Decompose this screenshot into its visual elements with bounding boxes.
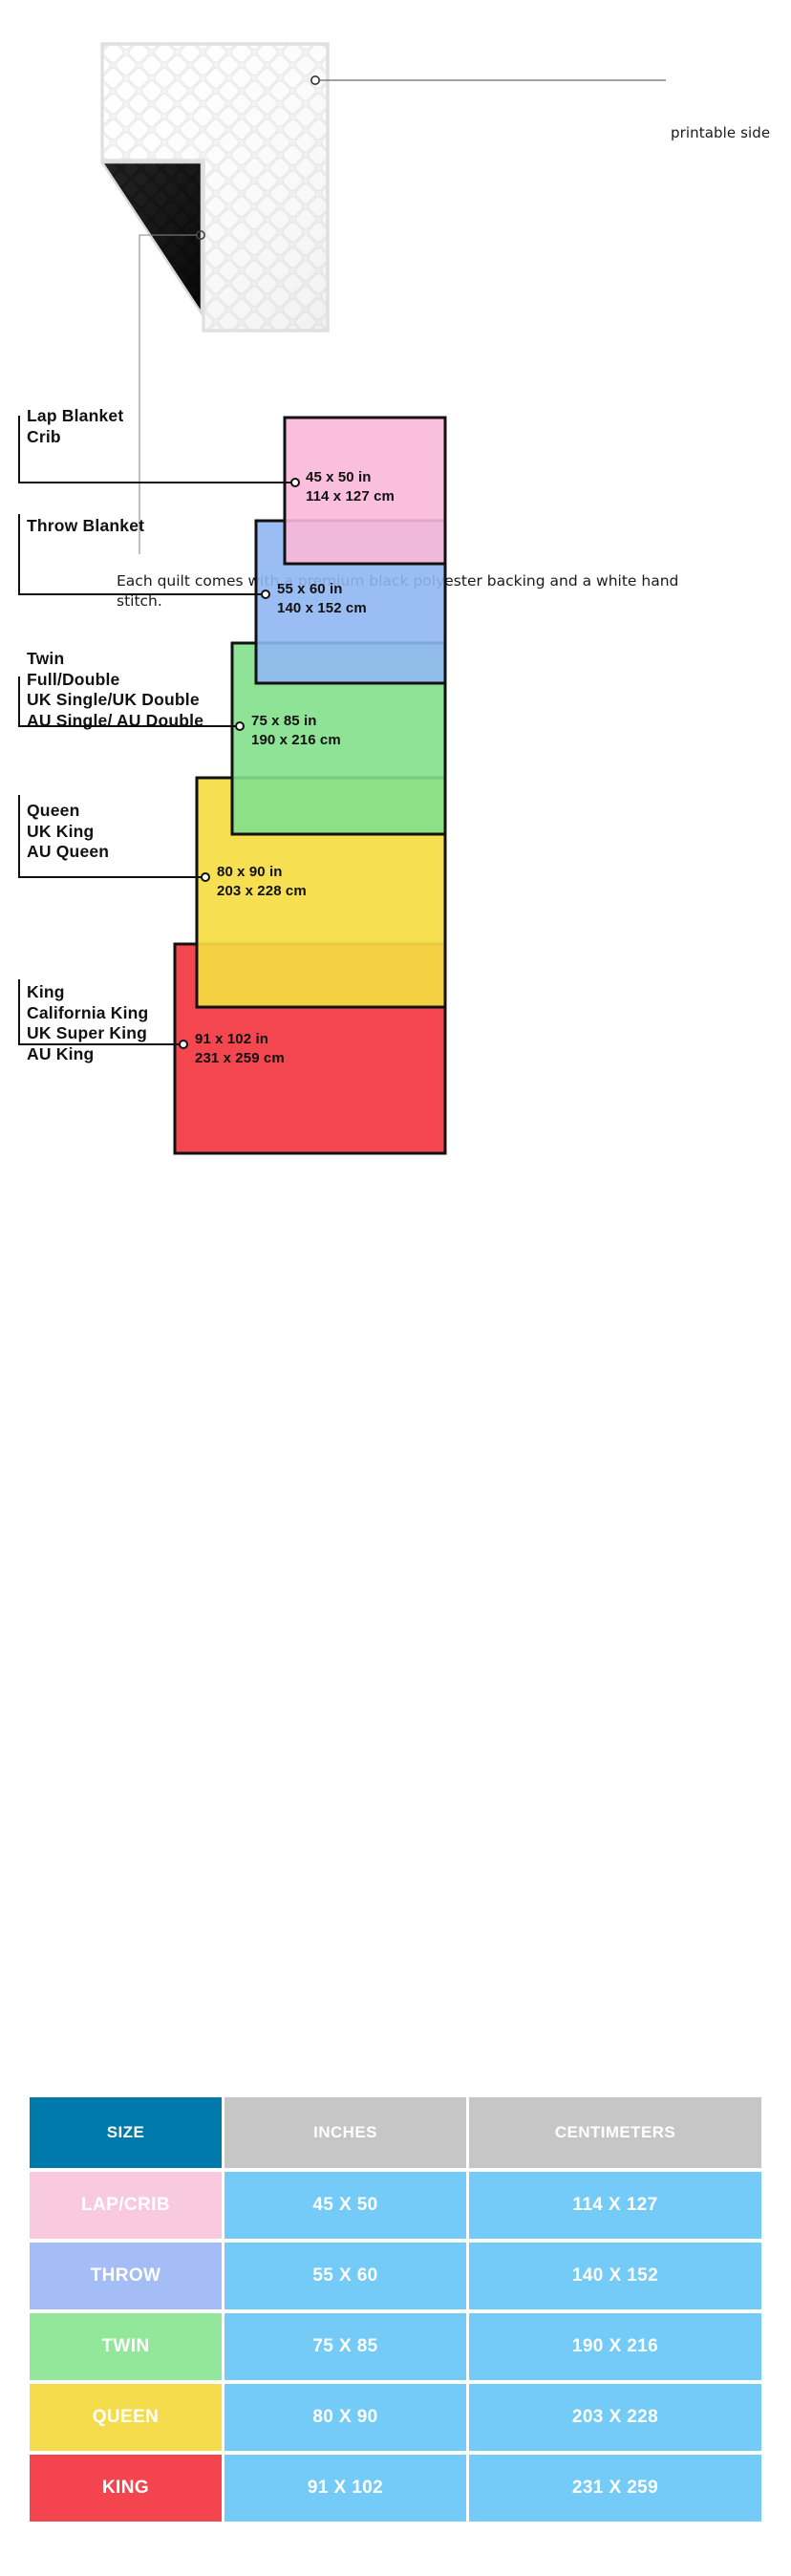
row-cm-queen: 203 X 228 xyxy=(469,2384,761,2451)
table-row: LAP/CRIB 45 X 50 114 X 127 xyxy=(30,2172,761,2239)
row-inches-lap-crib: 45 X 50 xyxy=(224,2172,466,2239)
table-header-size: SIZE xyxy=(30,2097,222,2168)
row-size-lap-crib: LAP/CRIB xyxy=(30,2172,222,2239)
row-inches-throw: 55 X 60 xyxy=(224,2243,466,2309)
row-size-throw: THROW xyxy=(30,2243,222,2309)
size-rect-lap-crib xyxy=(283,416,447,566)
size-comparison-diagram: Lap Blanket Crib Throw Blanket Twin Full… xyxy=(0,401,791,1156)
size-label-twin: Twin Full/Double UK Single/UK Double AU … xyxy=(27,649,204,730)
size-dims-queen: 80 x 90 in 203 x 228 cm xyxy=(217,864,307,899)
row-inches-twin: 75 X 85 xyxy=(224,2313,466,2380)
table-row: QUEEN 80 X 90 203 X 228 xyxy=(30,2384,761,2451)
size-dims-twin: 75 x 85 in 190 x 216 cm xyxy=(251,713,341,748)
row-cm-throw: 140 X 152 xyxy=(469,2243,761,2309)
row-cm-king: 231 X 259 xyxy=(469,2455,761,2522)
table-row: THROW 55 X 60 140 X 152 xyxy=(30,2243,761,2309)
row-inches-king: 91 X 102 xyxy=(224,2455,466,2522)
size-anchor-dots xyxy=(179,478,300,1049)
size-label-throw: Throw Blanket xyxy=(27,516,145,535)
row-cm-twin: 190 X 216 xyxy=(469,2313,761,2380)
table-header-centimeters: CENTIMETERS xyxy=(469,2097,761,2168)
quilt-product-photo xyxy=(100,27,370,333)
table-header-inches: INCHES xyxy=(224,2097,466,2168)
row-size-king: KING xyxy=(30,2455,222,2522)
row-cm-lap-crib: 114 X 127 xyxy=(469,2172,761,2239)
size-table: SIZE INCHES CENTIMETERS LAP/CRIB 45 X 50… xyxy=(27,2093,764,2525)
table-header-row: SIZE INCHES CENTIMETERS xyxy=(30,2097,761,2168)
row-size-queen: QUEEN xyxy=(30,2384,222,2451)
printable-side-label: printable side xyxy=(671,124,771,141)
row-size-twin: TWIN xyxy=(30,2313,222,2380)
quilt-black-backing xyxy=(100,161,203,318)
size-label-lap-crib: Lap Blanket Crib xyxy=(27,406,124,446)
size-label-queen: Queen UK King AU Queen xyxy=(27,801,110,861)
size-dims-king: 91 x 102 in 231 x 259 cm xyxy=(195,1031,285,1066)
size-leader-lines xyxy=(18,416,291,1045)
table-row: TWIN 75 X 85 190 X 216 xyxy=(30,2313,761,2380)
row-inches-queen: 80 X 90 xyxy=(224,2384,466,2451)
size-dims-lap-crib: 45 x 50 in 114 x 127 cm xyxy=(306,469,395,504)
size-dims-throw: 55 x 60 in 140 x 152 cm xyxy=(277,581,367,616)
size-label-king: King California King UK Super King AU Ki… xyxy=(27,982,149,1063)
table-row: KING 91 X 102 231 X 259 xyxy=(30,2455,761,2522)
